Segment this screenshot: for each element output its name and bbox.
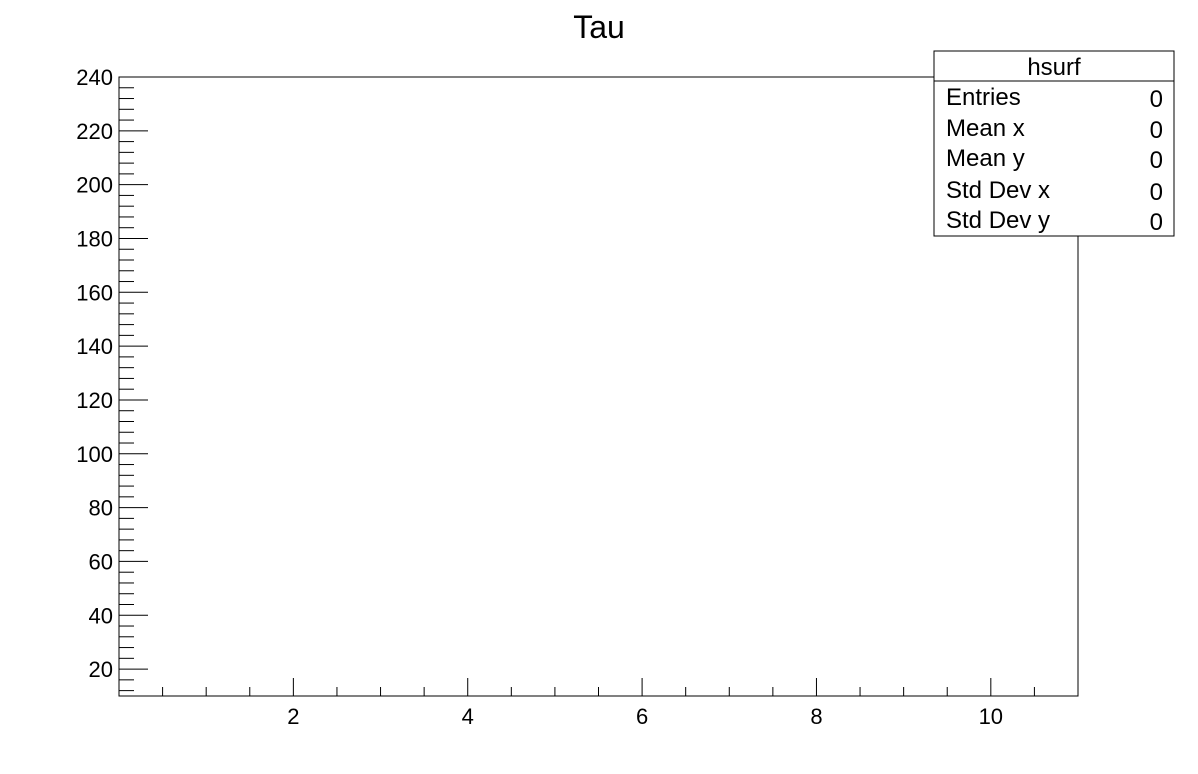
y-axis-labels: 20 40 60 80 100 120 140 160 180 200 220 240 <box>76 65 113 682</box>
x-tick-label: 8 <box>810 704 822 729</box>
x-axis-labels: 2 4 6 8 10 <box>287 704 1003 729</box>
stats-row-label: Mean x <box>946 115 1025 142</box>
x-tick-label: 6 <box>636 704 648 729</box>
y-axis-ticks <box>119 76 148 692</box>
y-tick-label: 160 <box>76 280 113 305</box>
y-tick-label: 60 <box>89 549 113 574</box>
y-tick-label: 200 <box>76 173 113 198</box>
y-tick-label: 180 <box>76 226 113 251</box>
stats-row-value: 0 <box>1150 179 1163 206</box>
x-tick-label: 2 <box>287 704 299 729</box>
stats-row-label: Entries <box>946 84 1021 111</box>
stats-row-value: 0 <box>1150 86 1163 113</box>
stats-box-rows: Entries 0 Mean x 0 Mean y 0 Std Dev x 0 Std Dev … <box>946 84 1163 236</box>
stats-row-label: Mean y <box>946 145 1025 172</box>
stats-row-value: 0 <box>1150 117 1163 144</box>
y-tick-label: 120 <box>76 388 113 413</box>
x-tick-label: 4 <box>462 704 474 729</box>
stats-row-value: 0 <box>1150 209 1163 236</box>
y-tick-label: 140 <box>76 334 113 359</box>
y-tick-label: 20 <box>89 657 113 682</box>
stats-row-value: 0 <box>1150 147 1163 174</box>
y-tick-label: 220 <box>76 119 113 144</box>
stats-row-label: Std Dev y <box>946 207 1050 234</box>
y-tick-label: 80 <box>89 496 113 521</box>
y-tick-label: 40 <box>89 603 113 628</box>
stats-box-name: hsurf <box>1027 54 1081 81</box>
stats-box-frame <box>933 50 1175 237</box>
y-tick-label: 240 <box>76 65 113 90</box>
stats-box: hsurf Entries 0 Mean x 0 Mean y 0 Std Dev x 0 St… <box>933 50 1175 237</box>
x-tick-label: 10 <box>979 704 1003 729</box>
y-tick-label: 100 <box>76 442 113 467</box>
stats-row-label: Std Dev x <box>946 177 1050 204</box>
chart-title: Tau <box>573 9 625 45</box>
x-axis-ticks <box>118 678 1079 696</box>
